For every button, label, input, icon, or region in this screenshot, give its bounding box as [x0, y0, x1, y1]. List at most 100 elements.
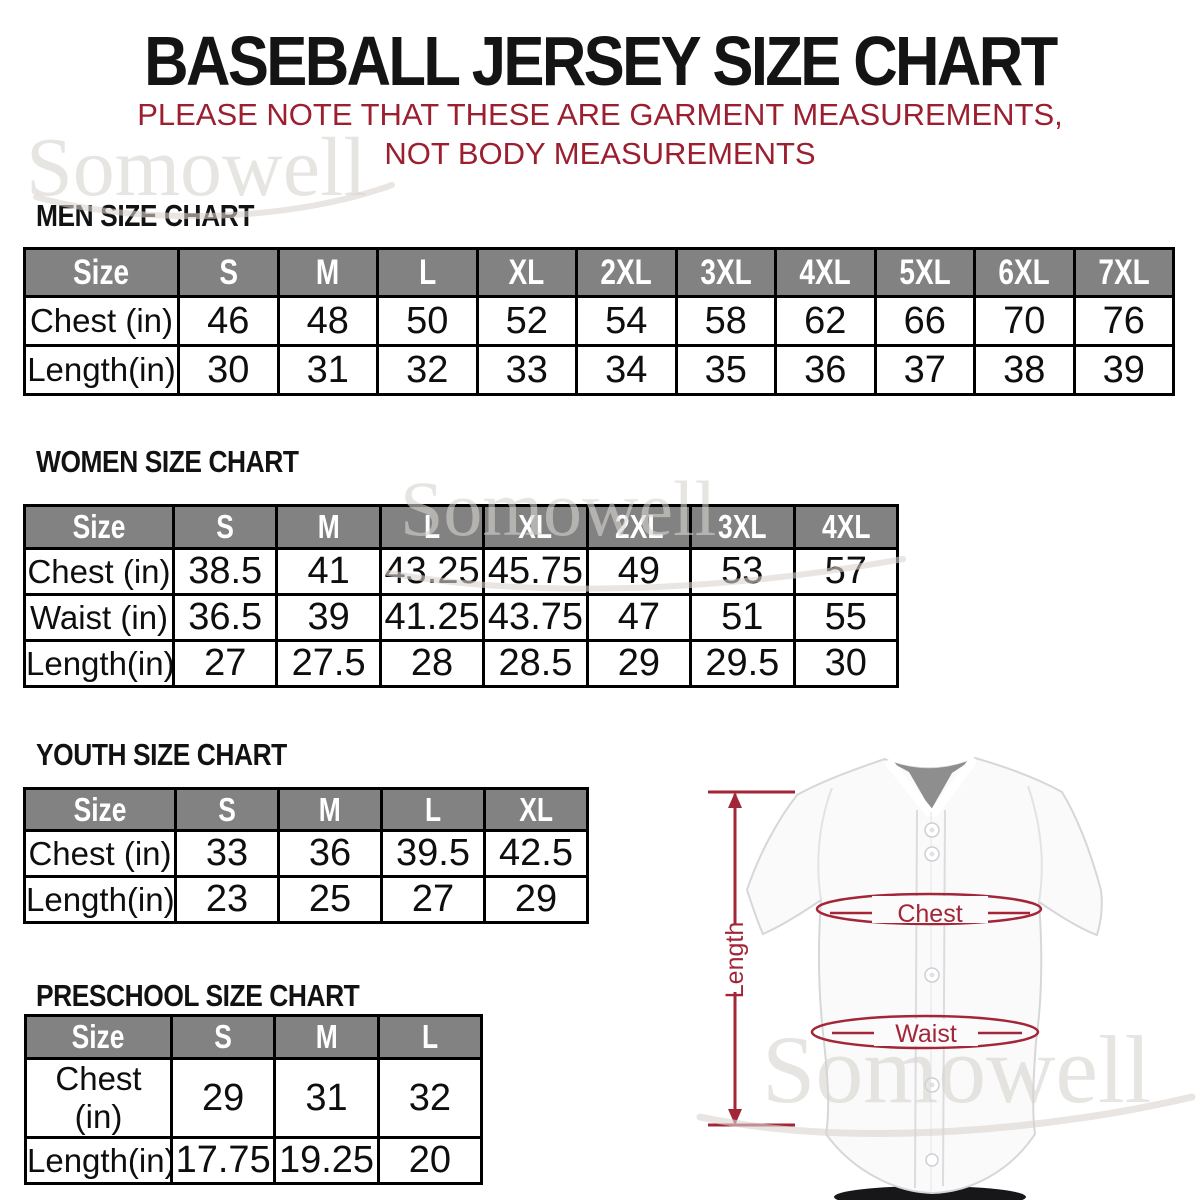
women-section-heading: WOMEN SIZE CHART — [36, 446, 345, 477]
column-header: L — [378, 504, 486, 550]
size-value: 46 — [177, 295, 280, 347]
size-value: 38 — [973, 344, 1076, 396]
women-size-table: Size S M L XL 2XL 3XL 4XL Chest (in) 38.5 41 43.25 4… — [23, 504, 900, 688]
size-value: 76 — [1072, 295, 1175, 347]
men-size-table: Size S M L XL 2XL 3XL 4XL 5XL 6XL 7XL Chest (in) 46 4… — [23, 247, 1175, 396]
button-holes — [929, 827, 935, 1088]
measurement-row: Length(in) 17.75 19.25 20 — [24, 1136, 484, 1185]
column-header: M — [276, 247, 379, 298]
column-header: L — [376, 1014, 484, 1060]
preschool-section-heading: PRESCHOOL SIZE CHART — [36, 980, 416, 1011]
measurement-row: Length(in) 30 31 32 33 34 35 36 37 38 39 — [23, 344, 1175, 396]
length-label: Length — [721, 922, 749, 998]
size-value: 47 — [585, 593, 693, 642]
column-header: 6XL — [973, 247, 1076, 298]
column-header-text: L — [423, 508, 441, 546]
column-header-text: Size — [72, 1018, 125, 1056]
column-header: L — [380, 787, 486, 832]
measurement-row: Chest (in) 29 31 32 — [24, 1057, 484, 1139]
row-label: Chest (in) — [23, 547, 175, 596]
women-section-heading-text: WOMEN SIZE CHART — [36, 444, 299, 479]
waist-label: Waist — [895, 1020, 957, 1048]
measurement-row: Length(in) 27 27.5 28 28.5 29 29.5 30 — [23, 639, 900, 688]
column-header-text: 3XL — [700, 252, 752, 292]
size-value: 36 — [774, 344, 877, 396]
row-label: Chest (in) — [23, 829, 177, 878]
column-header: Size — [23, 247, 180, 298]
column-header: S — [174, 787, 280, 832]
size-value: 39 — [275, 593, 382, 642]
size-value: 30 — [177, 344, 280, 396]
size-value: 28.5 — [482, 639, 589, 688]
column-header: S — [169, 1014, 277, 1060]
size-value: 29 — [169, 1057, 277, 1139]
column-header: XL — [483, 787, 589, 832]
column-header-text: 6XL — [998, 252, 1050, 292]
column-header-text: M — [319, 790, 341, 828]
column-header-text: S — [218, 790, 236, 828]
size-value: 31 — [276, 344, 379, 396]
column-header: 7XL — [1072, 247, 1175, 298]
size-value: 29 — [585, 639, 693, 688]
length-arrowhead-down — [728, 1109, 742, 1125]
size-value: 31 — [273, 1057, 380, 1139]
size-value: 51 — [689, 593, 796, 642]
column-header: 2XL — [575, 247, 678, 298]
column-header: 4XL — [774, 247, 877, 298]
length-label-backplate — [720, 924, 752, 990]
size-value: 33 — [174, 829, 280, 878]
size-value: 38.5 — [171, 547, 279, 596]
men-section-heading-text: MEN SIZE CHART — [36, 198, 255, 233]
preschool-size-table: Size S M L Chest (in) 29 31 32 Length(in) 17.75 19… — [24, 1014, 484, 1185]
youth-section-heading: YOUTH SIZE CHART — [36, 739, 331, 770]
measurement-row: Length(in) 23 25 27 29 — [23, 875, 589, 924]
header-row: Size S M L XL 2XL 3XL 4XL — [23, 504, 900, 550]
size-value: 39.5 — [380, 829, 486, 878]
size-value: 36.5 — [171, 593, 279, 642]
column-header: Size — [23, 787, 177, 832]
youth-section-heading-text: YOUTH SIZE CHART — [36, 737, 287, 772]
size-value: 25 — [277, 875, 383, 924]
size-value: 23 — [174, 875, 280, 924]
size-value: 34 — [575, 344, 678, 396]
size-value: 43.25 — [378, 547, 486, 596]
jersey-neck-opening — [887, 759, 973, 810]
size-value: 41 — [275, 547, 382, 596]
size-value: 33 — [475, 344, 578, 396]
row-label: Length(in) — [23, 344, 180, 396]
column-header-text: S — [216, 508, 235, 546]
size-value: 30 — [792, 639, 900, 688]
column-header-text: M — [315, 1018, 338, 1056]
size-value: 50 — [376, 295, 479, 347]
column-header: S — [177, 247, 280, 298]
column-header: XL — [482, 504, 589, 550]
size-value: 32 — [376, 1057, 484, 1139]
size-value: 39 — [1072, 344, 1175, 396]
column-header-text: 3XL — [718, 508, 767, 546]
column-header-text: 2XL — [600, 252, 652, 292]
size-value: 43.75 — [482, 593, 589, 642]
column-header: 3XL — [674, 247, 777, 298]
size-value: 57 — [792, 547, 900, 596]
chest-label-backplate — [872, 896, 988, 923]
size-value: 27 — [380, 875, 486, 924]
size-value: 29 — [483, 875, 589, 924]
length-arrowhead-up — [728, 792, 742, 808]
column-header: 3XL — [689, 504, 796, 550]
collar-band-left — [885, 759, 934, 817]
size-value: 19.25 — [273, 1136, 380, 1185]
column-header-text: Size — [72, 508, 126, 546]
column-header-text: L — [424, 790, 442, 828]
size-value: 52 — [475, 295, 578, 347]
size-value: 29.5 — [689, 639, 796, 688]
size-value: 45.75 — [482, 547, 589, 596]
size-value: 37 — [873, 344, 976, 396]
youth-size-table: Size S M L XL Chest (in) 33 36 39.5 42.5 Length(in… — [23, 787, 589, 924]
waist-ellipse — [810, 1014, 1040, 1050]
column-header: Size — [23, 504, 175, 550]
row-label: Waist (in) — [23, 593, 175, 642]
column-header-text: Size — [73, 790, 127, 828]
button-5 — [925, 1153, 939, 1167]
right-sleeve-seam — [1027, 785, 1043, 903]
